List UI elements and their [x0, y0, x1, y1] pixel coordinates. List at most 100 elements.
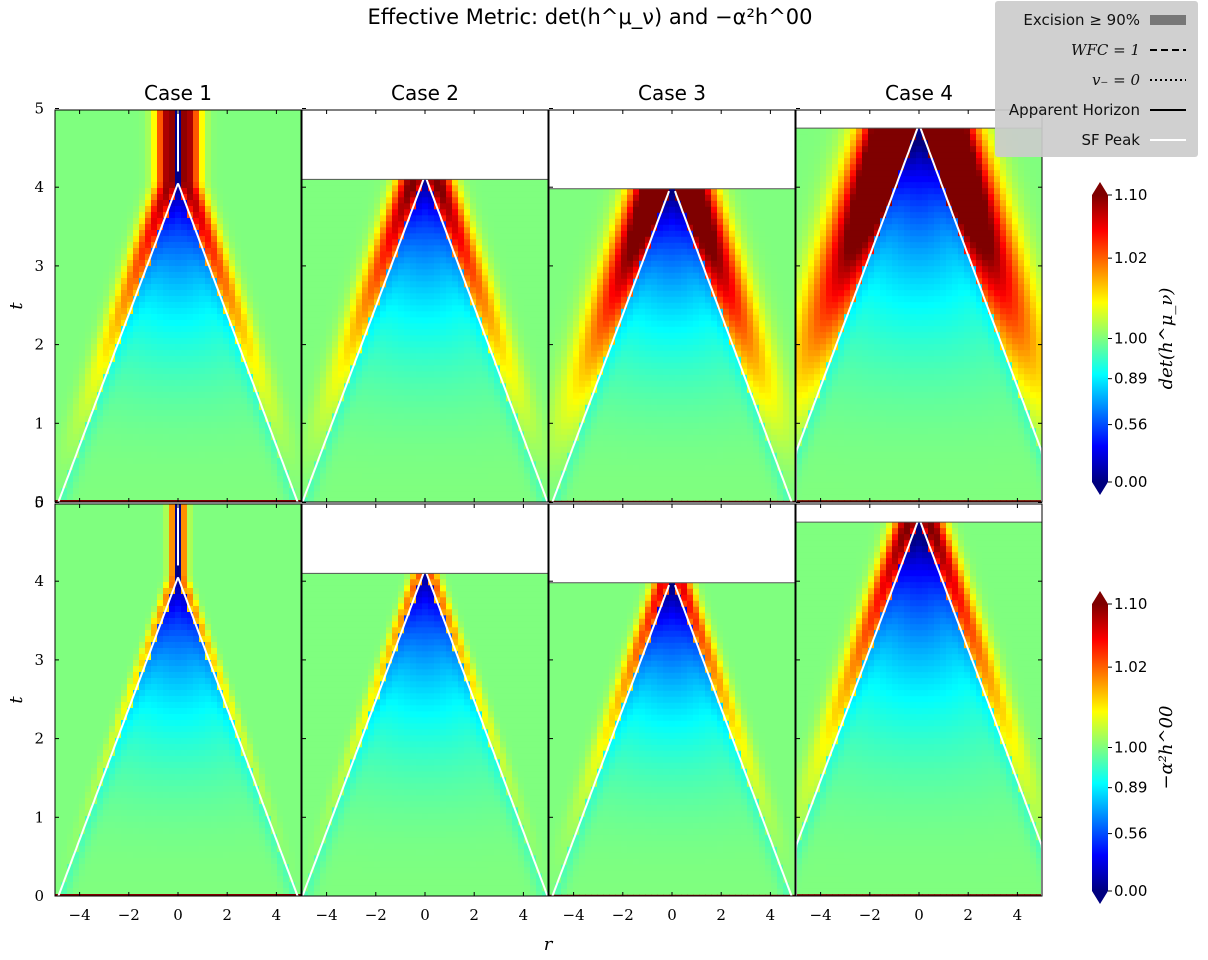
sf-peak-line-left	[57, 576, 179, 896]
heatmap-cells	[796, 128, 1042, 503]
panel-det-case-4	[795, 109, 1043, 503]
colorbar-extend-bottom	[1092, 891, 1108, 904]
heatmap-cells	[55, 110, 301, 502]
x-tick-label: 2	[469, 906, 479, 924]
x-tick-label: 4	[272, 906, 282, 924]
colorbar-tick-label: 1.00	[1114, 330, 1147, 348]
x-tick-label: −2	[118, 906, 140, 924]
figure-title: Effective Metric: det(h^μ_ν) and −α²h^00	[367, 5, 812, 30]
sf-peak-line-left	[302, 573, 425, 897]
panel-title: Case 2	[391, 81, 459, 105]
colorbar-tick-label: 1.00	[1114, 739, 1147, 757]
panels	[54, 109, 1043, 897]
colorbar-gradient	[1092, 604, 1108, 891]
colorbar-1: 1.10 1.02 1.00 0.89 0.56 0.00 det(h^μ_ν)	[1092, 182, 1177, 495]
x-axis-label: r	[544, 934, 554, 955]
legend-swatch	[1150, 109, 1186, 111]
y-tick-label: 2	[34, 336, 44, 354]
sf-peak-line-right	[674, 190, 793, 503]
x-tick-label: −2	[859, 906, 881, 924]
x-tick-label: 2	[222, 906, 232, 924]
sf-peak-line-right	[425, 573, 548, 897]
y-tick-label: 0	[34, 887, 44, 905]
x-tick-label: 4	[1013, 906, 1023, 924]
x-tick-label: 4	[519, 906, 529, 924]
y-axis-label: t	[6, 696, 27, 704]
y-tick-label: 2	[34, 730, 44, 748]
colorbar-label: det(h^μ_ν)	[1156, 288, 1177, 390]
panel-title: Case 3	[638, 81, 706, 105]
panel-alpha-case-3	[548, 503, 796, 897]
x-tick-label: −2	[365, 906, 387, 924]
colorbar-tick-label: 1.10	[1114, 186, 1147, 204]
y-tick-label: 1	[34, 808, 44, 826]
y-tick-label: 4	[34, 572, 44, 590]
y-tick-label: 3	[34, 257, 44, 275]
colorbar-tick-label: 1.02	[1114, 249, 1147, 267]
panel-title: Case 4	[885, 81, 953, 105]
x-tick-label: 0	[667, 906, 677, 924]
sf-peak-line-left	[551, 584, 670, 896]
sf-peak-line-right	[919, 522, 1042, 896]
colorbar-tick-label: 0.56	[1114, 416, 1147, 434]
panel-det-case-3	[548, 109, 796, 503]
legend-entry: Excision ≥ 90%	[1023, 9, 1186, 31]
sf-peak-line-left	[551, 190, 670, 503]
colorbar-2: 1.10 1.02 1.00 0.89 0.56 0.00 −α²h^00	[1092, 591, 1177, 904]
legend-swatch	[1150, 15, 1186, 25]
sf-peak-line-right	[177, 182, 299, 502]
colorbar-tick-label: 1.10	[1114, 595, 1147, 613]
colorbar-extend-top	[1092, 182, 1108, 195]
sf-peak-line-left	[796, 522, 919, 896]
axes: Case 1 Case 2 Case 3 Case 4 −4 −2 0 2 4 −4 −2 0 2 4 −4…	[6, 81, 1042, 924]
colorbar-tick-label: 0.56	[1114, 825, 1147, 843]
y-tick-label: 1	[34, 414, 44, 432]
sf-peak-line-left	[57, 182, 179, 502]
y-tick-label: 5	[34, 100, 44, 118]
legend-label: v₋ = 0	[1091, 71, 1140, 89]
y-tick-label: 4	[34, 178, 44, 196]
colorbar-tick-label: 0.89	[1114, 779, 1147, 797]
colorbars: 1.101.021.000.890.560.00det(h^μ_ν)1.101.…	[1092, 182, 1177, 904]
x-tick-label: 4	[766, 906, 776, 924]
colorbar-tick-label: 0.89	[1114, 370, 1147, 388]
sf-peak-line-left	[302, 179, 425, 503]
colorbar-label: −α²h^00	[1156, 705, 1177, 789]
legend-swatch	[1150, 79, 1186, 81]
panel-det-case-1	[54, 109, 302, 503]
legend-label: SF Peak	[1081, 131, 1140, 149]
x-tick-label: 0	[420, 906, 430, 924]
x-tick-label: −2	[612, 906, 634, 924]
colorbar-gradient	[1092, 195, 1108, 482]
x-tick-label: 2	[716, 906, 726, 924]
legend-swatch	[1150, 49, 1186, 51]
y-tick-label: 5	[34, 494, 44, 512]
heatmap-cells	[302, 573, 548, 897]
heatmap-cells	[302, 179, 548, 503]
legend-entry: Apparent Horizon	[1009, 99, 1186, 121]
colorbar-extend-bottom	[1092, 482, 1108, 495]
panel-alpha-case-4	[795, 503, 1043, 897]
colorbar-tick-label: 0.00	[1114, 882, 1147, 900]
sf-peak-line-right	[425, 179, 548, 503]
heatmap-cells	[549, 188, 795, 503]
heatmap-cells	[55, 504, 301, 896]
x-tick-label: −4	[563, 906, 585, 924]
legend-label: Excision ≥ 90%	[1023, 11, 1140, 29]
sf-peak-line-right	[177, 576, 299, 896]
sf-peak-line-left	[796, 128, 919, 502]
legend-entry: v₋ = 0	[1092, 69, 1186, 91]
legend-swatch	[1150, 139, 1186, 141]
y-axis-label: t	[6, 302, 27, 310]
sf-peak-line-right	[674, 584, 793, 896]
x-tick-label: 0	[173, 906, 183, 924]
legend: Excision ≥ 90% WFC = 1 v₋ = 0 Apparent Hori…	[995, 1, 1198, 157]
legend-label: Apparent Horizon	[1008, 101, 1140, 119]
panel-det-case-2	[301, 109, 549, 503]
legend-entry: SF Peak	[1081, 129, 1186, 151]
x-tick-label: −4	[316, 906, 338, 924]
colorbar-tick-label: 1.02	[1114, 658, 1147, 676]
y-tick-label: 0	[34, 493, 44, 511]
panel-title: Case 1	[144, 81, 212, 105]
